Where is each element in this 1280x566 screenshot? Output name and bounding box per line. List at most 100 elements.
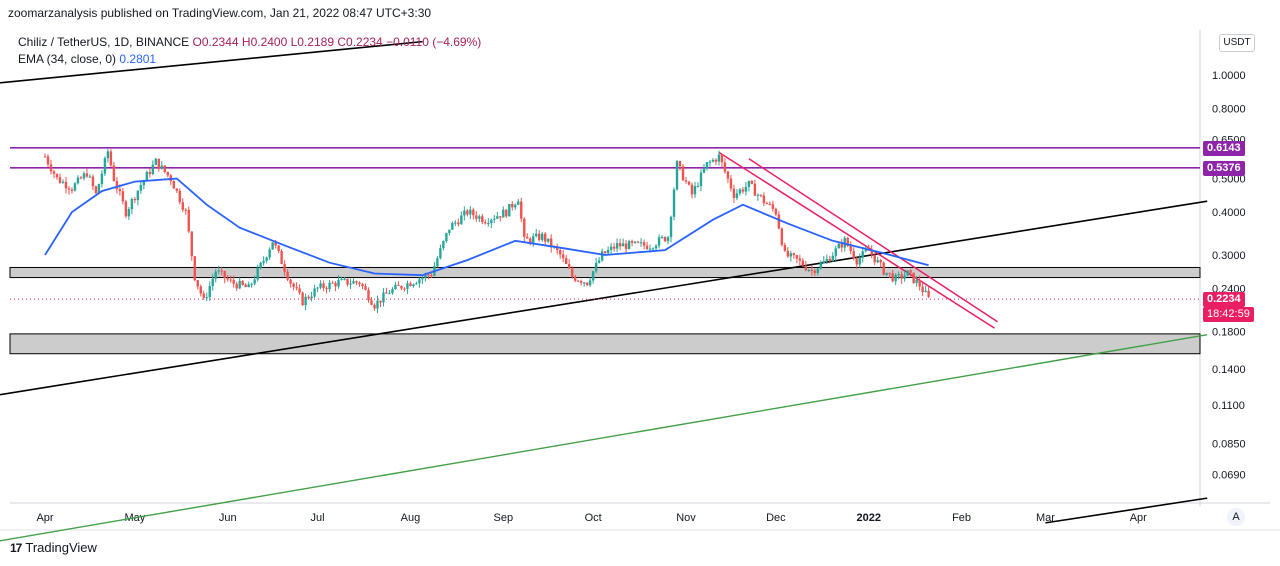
candle-body [909,270,912,273]
candle-body [343,278,346,280]
candle-body [319,283,322,288]
candle-body [708,161,712,163]
candle-body [445,233,448,241]
candle-body [490,219,493,224]
candle-body [541,233,544,240]
rising-trendline[interactable] [0,200,1208,402]
plot-area[interactable] [10,30,1200,503]
candle-body [217,270,220,272]
candle-body [292,283,295,288]
price-tick-label: 0.8000 [1212,103,1246,115]
candle-body [133,198,137,201]
candle-body [154,158,158,165]
auto-scale-button[interactable]: A [1227,508,1245,526]
price-tick-label: 0.1100 [1212,400,1245,412]
candle-body [160,165,164,169]
candle-body [903,275,906,279]
candle-body [232,280,235,284]
candle-body [46,156,50,165]
candle-body [448,229,451,234]
candle-body [55,173,59,178]
candle-body [834,248,837,256]
candle-body [520,201,523,219]
candle-body [442,240,445,249]
candle-body [843,237,846,248]
support-zone[interactable] [9,333,1201,355]
candle-body [906,270,909,276]
candle-body [313,288,316,297]
candle-body [472,209,475,216]
candle-body [612,246,616,249]
candle-body [121,191,125,202]
candle-body [85,173,89,177]
candle-body [421,277,424,280]
candle-body [882,262,885,275]
candle-body [912,272,915,284]
symbol-title[interactable]: Chiliz / TetherUS, 1D, BINANCE [18,35,190,49]
candle-body [97,184,101,194]
candle-body [642,242,646,246]
candle-body [798,258,802,261]
candle-body [250,283,253,285]
candle-body [529,238,532,243]
candle-body [223,271,226,279]
candle-body [588,280,592,286]
candle-body [585,282,589,286]
candle-body [699,172,703,187]
candle-body [771,204,775,209]
candle-body [436,258,439,267]
descending-channel-line[interactable] [718,151,995,329]
upper-trendline[interactable] [0,40,423,88]
tradingview-brand[interactable]: 17 TradingView [10,540,97,555]
candle-body [334,283,337,287]
candle-body [139,185,143,191]
candle-body [777,214,781,229]
green-trendline[interactable] [0,334,1208,549]
candle-body [753,183,757,196]
candle-body [639,242,643,244]
ema-line[interactable] [44,177,929,277]
candle-body [190,231,193,257]
candle-body [663,236,667,242]
candle-body [508,204,511,217]
ema-label[interactable]: EMA (34, close, 0) [18,52,117,66]
candle-body [744,186,748,192]
candle-body [651,248,655,250]
candle-body [747,180,751,187]
candle-body [58,177,62,183]
lower-right-trendline[interactable] [1045,497,1208,524]
candle-body [888,272,891,274]
price-axis-tag: 0.6143 [1203,140,1245,156]
candle-body [73,183,77,191]
candle-body [199,286,202,294]
candle-body [298,288,301,293]
candle-body [687,181,691,185]
time-tick-label: 2022 [856,512,880,524]
candle-body [211,278,214,287]
support-zone[interactable] [9,266,1201,279]
candle-body [819,262,822,269]
candle-body [714,159,718,162]
candle-body [136,190,140,201]
candle-body [244,284,247,288]
candle-body [517,201,520,205]
candle-body [193,256,196,281]
candle-body [606,249,610,254]
candle-body [64,181,68,189]
candle-body [487,223,490,225]
candle-body [726,171,730,179]
candle-body [849,245,852,252]
candle-body [178,190,181,203]
candle-body [852,251,855,259]
candle-body [669,216,673,238]
candle-body [502,209,505,218]
candle-body [615,243,619,249]
candle-body [394,284,397,290]
candle-body [331,282,334,284]
time-tick-label: Mar [1036,512,1055,524]
candle-body [337,279,340,287]
candle-body [729,178,733,189]
currency-button[interactable]: USDT [1219,34,1255,52]
descending-channel-line[interactable] [748,158,998,323]
